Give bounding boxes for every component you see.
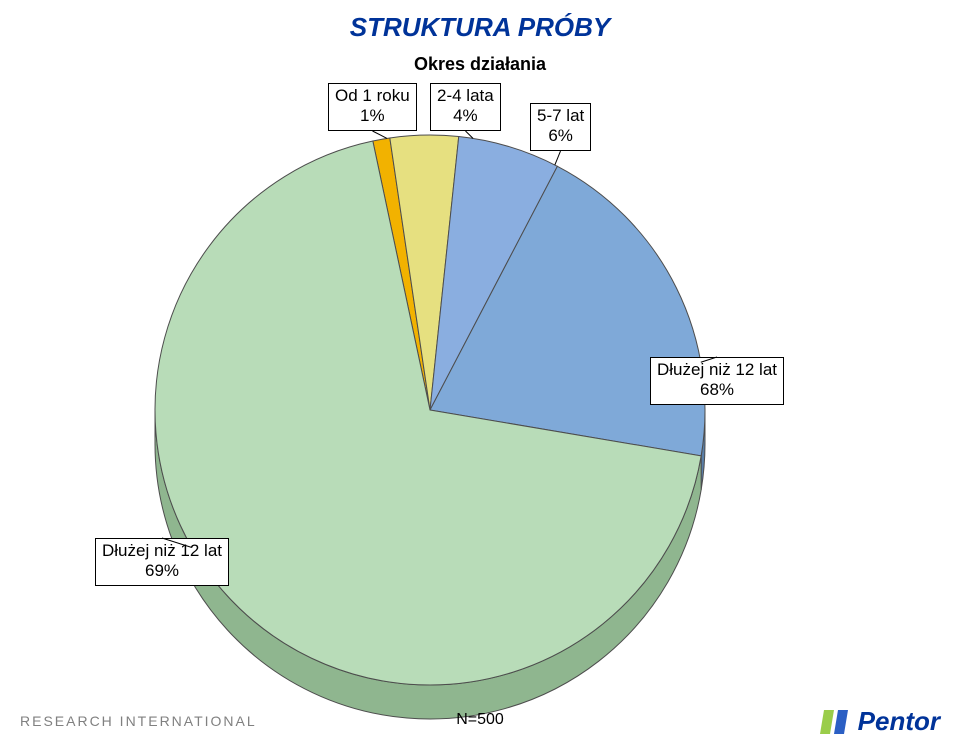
pie-callout: 2-4 lata4%: [430, 83, 501, 131]
pie-callout-label: Dłużej niż 12 lat: [102, 541, 222, 561]
pentor-wordmark: Pentor: [858, 706, 940, 737]
page-title: STRUKTURA PRÓBY: [0, 12, 960, 43]
pie-callout: Od 1 roku1%: [328, 83, 417, 131]
pie-chart-svg: [115, 95, 745, 747]
pie-chart: [115, 95, 745, 747]
pie-callout-label: 5-7 lat: [537, 106, 584, 126]
chart-subtitle-text: Okres działania: [414, 54, 546, 74]
pie-callout-label: Od 1 roku: [335, 86, 410, 106]
pie-callout-label: 2-4 lata: [437, 86, 494, 106]
pie-callout-value: 6%: [537, 126, 584, 146]
pie-callout-value: 69%: [102, 561, 222, 581]
pentor-bar-left: [820, 710, 834, 734]
pentor-logomark-svg: [818, 708, 852, 736]
pentor-logo: Pentor: [818, 706, 940, 737]
pie-callout: Dłużej niż 12 lat69%: [95, 538, 229, 586]
pentor-logomark: [818, 708, 852, 736]
pentor-bar-right: [834, 710, 848, 734]
pie-callout-value: 4%: [437, 106, 494, 126]
sample-size-text: N=500: [456, 711, 504, 728]
page-title-text: STRUKTURA PRÓBY: [350, 12, 610, 42]
pie-callout-value: 1%: [335, 106, 410, 126]
sample-size-label: N=500: [0, 711, 960, 729]
pie-callout: Dłużej niż 12 lat68%: [650, 357, 784, 405]
chart-subtitle: Okres działania: [0, 54, 960, 75]
pie-callout: 5-7 lat6%: [530, 103, 591, 151]
pie-callout-label: Dłużej niż 12 lat: [657, 360, 777, 380]
pie-callout-value: 68%: [657, 380, 777, 400]
